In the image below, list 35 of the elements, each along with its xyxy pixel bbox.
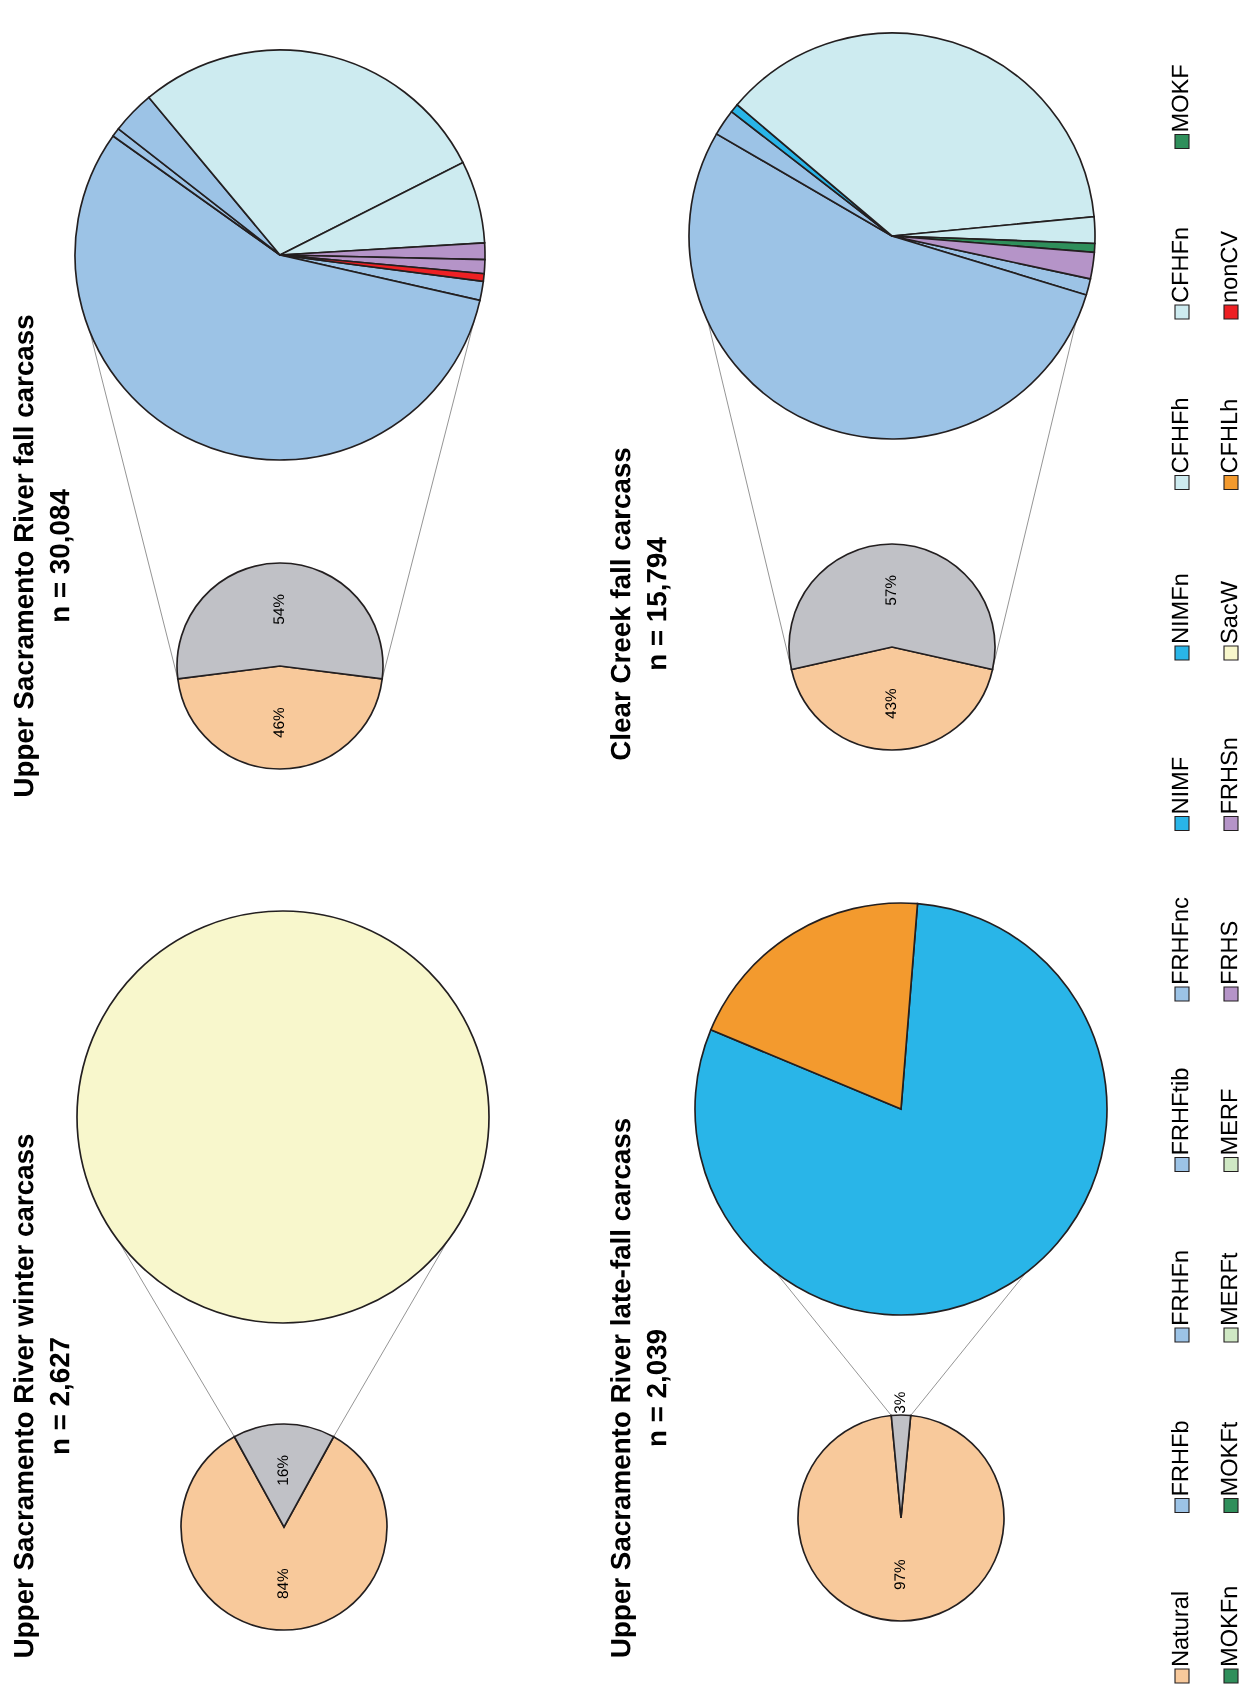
category-label: FRHFb <box>1170 1421 1189 1495</box>
chart-subtitle: n = 30,084 <box>49 489 74 621</box>
category-label: MOKFn <box>1220 1587 1238 1666</box>
data-label: 54% <box>273 594 285 625</box>
category-label: CFHLh <box>1219 400 1238 473</box>
category-label: FRHFn <box>1171 1251 1189 1325</box>
data-label: 84% <box>277 1568 289 1599</box>
category-label: NIMF <box>1171 757 1189 813</box>
text: n = 15,794 <box>646 537 671 669</box>
chart-subtitle: n = 2,627 <box>49 1338 74 1454</box>
category-label: MOKFt <box>1220 1421 1238 1495</box>
category-label: SacW <box>1220 581 1238 643</box>
category-label: Natural <box>1170 1592 1189 1666</box>
text: Clear Creek fall carcass <box>610 448 631 760</box>
data-label: 57% <box>885 575 897 606</box>
data-label: 16% <box>277 1455 289 1485</box>
data-label: 97% <box>894 1559 906 1590</box>
category-label: MERF <box>1220 1089 1238 1154</box>
category-label: FRHS <box>1220 921 1238 984</box>
category-label: FRHFtib <box>1170 1068 1189 1154</box>
category-label: MOKF <box>1171 65 1189 131</box>
category-label: CFHFn <box>1171 228 1189 302</box>
data-label: 43% <box>885 688 897 719</box>
data-label: 46% <box>273 707 285 738</box>
category-label: FRHSn <box>1220 738 1238 813</box>
category-label: MERFt <box>1220 1252 1238 1325</box>
category-label: CFHFh <box>1170 398 1189 473</box>
category-label: nonCV <box>1220 230 1238 302</box>
category-label: FRHFnc <box>1171 897 1189 984</box>
data-label: 3% <box>894 1392 906 1414</box>
chart-title: Upper Sacramento River late-fall carcass <box>610 1118 636 1657</box>
chart-title: Upper Sacramento River winter carcass <box>13 1134 39 1657</box>
chart-title: Upper Sacramento River fall carcass <box>13 315 39 796</box>
chart-subtitle: n = 2,039 <box>646 1329 671 1446</box>
category-label: NIMFn <box>1171 574 1189 643</box>
